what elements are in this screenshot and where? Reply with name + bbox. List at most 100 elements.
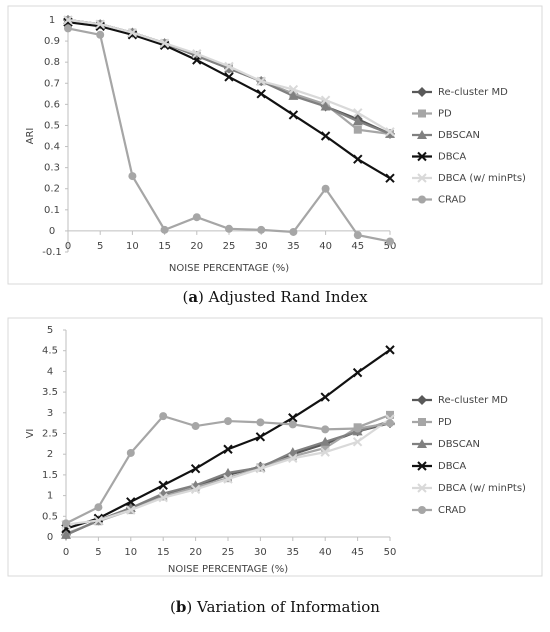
x-tick-label: 15 bbox=[158, 241, 171, 252]
marker bbox=[288, 90, 299, 100]
marker bbox=[418, 418, 426, 426]
marker bbox=[386, 410, 394, 419]
x-tick-label: 25 bbox=[222, 547, 235, 558]
x-tick-label: 40 bbox=[319, 241, 332, 252]
legend-label: Re-cluster MD bbox=[438, 395, 508, 406]
marker bbox=[62, 519, 70, 528]
y-tick-label: 0.9 bbox=[44, 36, 60, 47]
x-tick-label: 5 bbox=[97, 241, 103, 252]
caption-part: ) Variation of Information bbox=[186, 598, 380, 616]
marker bbox=[63, 15, 73, 25]
legend-label: DBCA bbox=[438, 152, 466, 163]
legend-label: DBCA (w/ minPts) bbox=[438, 483, 526, 494]
marker bbox=[320, 101, 331, 111]
y-tick-label: 4.5 bbox=[42, 346, 58, 357]
x-tick-label: 20 bbox=[189, 547, 202, 558]
caption-part: b bbox=[176, 598, 187, 616]
x-tick-label: 0 bbox=[65, 241, 71, 252]
marker bbox=[353, 424, 362, 433]
y-axis-title: VI bbox=[25, 429, 36, 439]
legend-label: DBSCAN bbox=[438, 439, 480, 450]
y-tick-label: 2 bbox=[47, 449, 53, 460]
x-tick-label: 50 bbox=[384, 547, 397, 558]
marker bbox=[255, 463, 266, 474]
marker bbox=[353, 231, 362, 240]
y-tick-label: 0 bbox=[49, 226, 55, 237]
y-tick-label: 0.4 bbox=[44, 142, 60, 153]
marker bbox=[158, 492, 168, 503]
marker bbox=[320, 131, 331, 141]
caption-part: ) Adjusted Rand Index bbox=[198, 288, 368, 306]
marker bbox=[385, 345, 395, 355]
marker bbox=[95, 19, 105, 29]
caption-part: ( bbox=[170, 598, 176, 616]
y-tick-label: 0.3 bbox=[44, 163, 60, 174]
marker bbox=[321, 443, 330, 452]
series-line bbox=[67, 21, 391, 180]
marker bbox=[223, 474, 233, 484]
legend-label: Re-cluster MD bbox=[438, 87, 508, 98]
marker bbox=[256, 89, 266, 99]
marker bbox=[192, 213, 201, 222]
chart-frame bbox=[7, 317, 543, 577]
x-tick-label: 5 bbox=[95, 547, 101, 558]
marker bbox=[320, 436, 331, 446]
x-tick-label: 25 bbox=[223, 241, 236, 252]
marker bbox=[353, 125, 362, 134]
marker bbox=[288, 420, 297, 429]
legend-label: DBCA (w/ minPts) bbox=[438, 173, 526, 184]
x-axis-title: NOISE PERCENTAGE (%) bbox=[169, 263, 289, 274]
y-tick-label: 1 bbox=[49, 15, 55, 26]
marker bbox=[417, 461, 427, 471]
marker bbox=[224, 417, 232, 426]
marker bbox=[417, 439, 427, 448]
marker bbox=[417, 395, 427, 405]
x-axis-title: NOISE PERCENTAGE (%) bbox=[168, 564, 288, 575]
y-tick-label: 0 bbox=[47, 532, 53, 543]
marker bbox=[417, 151, 427, 162]
y-tick-label: -0.1 bbox=[42, 247, 62, 258]
x-tick-label: 10 bbox=[124, 547, 137, 558]
marker bbox=[287, 447, 298, 457]
marker bbox=[386, 419, 394, 428]
marker bbox=[223, 467, 233, 477]
legend-label: PD bbox=[438, 417, 452, 428]
marker bbox=[61, 529, 71, 539]
series-line bbox=[65, 348, 391, 530]
marker bbox=[159, 412, 168, 421]
x-tick-label: 35 bbox=[286, 547, 299, 558]
y-tick-label: 1.5 bbox=[42, 470, 58, 481]
marker bbox=[321, 184, 330, 193]
marker bbox=[126, 497, 136, 507]
legend-label: CRAD bbox=[438, 505, 466, 516]
caption: (b) Variation of Information bbox=[170, 598, 380, 616]
marker bbox=[320, 447, 330, 457]
marker bbox=[257, 225, 266, 234]
y-tick-label: 4 bbox=[47, 366, 53, 377]
y-tick-label: 0.5 bbox=[44, 120, 60, 131]
chart-frame bbox=[7, 5, 543, 285]
marker bbox=[127, 27, 138, 38]
marker bbox=[224, 72, 234, 82]
series-line bbox=[67, 27, 391, 243]
marker bbox=[190, 463, 201, 474]
marker bbox=[192, 49, 202, 59]
y-tick-label: 0.5 bbox=[42, 511, 58, 522]
marker bbox=[418, 109, 426, 118]
marker bbox=[417, 483, 427, 493]
marker bbox=[417, 173, 427, 183]
marker bbox=[159, 38, 170, 48]
x-tick-label: 15 bbox=[157, 547, 170, 558]
marker bbox=[158, 480, 168, 490]
y-tick-label: 3 bbox=[47, 408, 53, 419]
y-tick-label: 2.5 bbox=[42, 429, 58, 440]
marker bbox=[385, 127, 395, 137]
x-tick-label: 10 bbox=[126, 241, 139, 252]
marker bbox=[289, 227, 298, 236]
marker bbox=[418, 506, 426, 514]
marker bbox=[223, 444, 233, 454]
x-tick-label: 20 bbox=[190, 241, 203, 252]
y-tick-label: 0.1 bbox=[44, 205, 60, 216]
y-tick-label: 0.6 bbox=[44, 99, 60, 110]
